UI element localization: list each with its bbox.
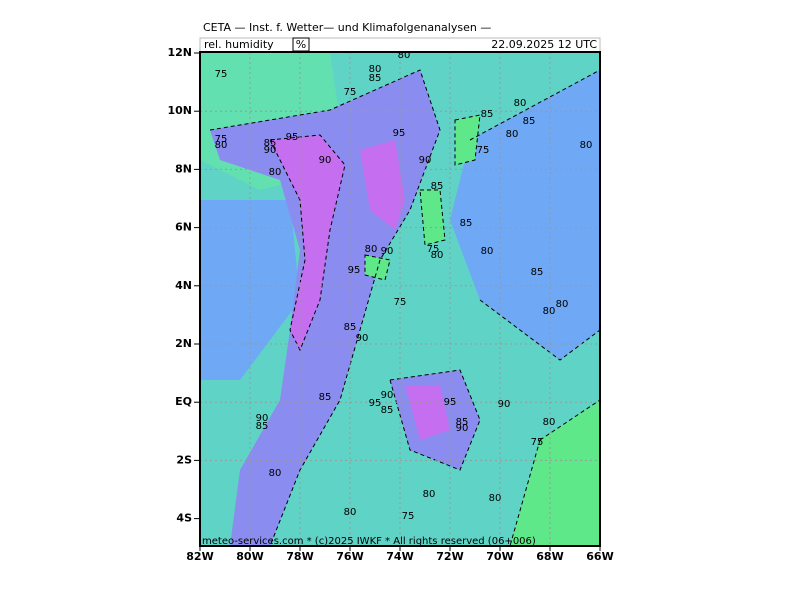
contour-label: 95 [369, 398, 382, 409]
contour-label: 90 [498, 399, 511, 410]
lon-label: 66W [586, 550, 613, 563]
contour-label: 95 [444, 397, 457, 408]
field-area [270, 135, 345, 350]
contour-label: 90 [256, 413, 269, 424]
contour-label: 95 [393, 128, 406, 139]
contour-label: 80 [514, 98, 527, 109]
contour-label: 85 [481, 109, 494, 120]
contour-label: 90 [381, 246, 394, 257]
lat-label: 4N [175, 279, 192, 292]
contour-label: 75 [402, 511, 415, 522]
contour-label: 95 [348, 265, 361, 276]
field-area [450, 70, 600, 360]
contour-label: 95 [286, 132, 299, 143]
field-area [200, 200, 300, 380]
contour-label: 85 [264, 138, 277, 149]
contour-label: 85 [344, 322, 357, 333]
lon-label: 80W [236, 550, 263, 563]
grid: 12N 10N 8N 6N 4N 2N EQ 2S 4S 82W 80W 78W 76W 74W 72W 70… [167, 46, 613, 563]
contour-label: 85 [256, 421, 269, 432]
contour-label: 80 [269, 468, 282, 479]
field-area [420, 190, 445, 245]
lat-label: 6N [175, 221, 192, 234]
lat-label: 4S [176, 512, 192, 525]
lon-label: 78W [286, 550, 313, 563]
contour-label: 85 [369, 73, 382, 84]
contour-label: 85 [531, 267, 544, 278]
field-layer [200, 52, 600, 546]
contour-label: 90 [264, 145, 277, 156]
contour-line [509, 399, 600, 546]
contour-label: 75 [477, 145, 490, 156]
contour-label: 80 [543, 417, 556, 428]
valid-time: 22.09.2025 12 UTC [491, 38, 597, 51]
lon-label: 82W [186, 550, 213, 563]
lon-label: 68W [536, 550, 563, 563]
field-area [455, 115, 480, 165]
contour-line [469, 69, 600, 361]
contour-line [389, 369, 481, 471]
field-area [360, 140, 405, 230]
contour-label: 80 [543, 306, 556, 317]
contour-label: 80 [580, 140, 593, 151]
contour-label: 80 [423, 489, 436, 500]
map-frame [199, 51, 601, 547]
contour-line [209, 69, 441, 546]
lat-label: 8N [175, 162, 192, 175]
contour-label: 75 [215, 69, 228, 80]
contour-label: 85 [381, 405, 394, 416]
lat-label: EQ [175, 395, 192, 408]
contour-label: 75 [427, 244, 440, 255]
lat-label: 2N [175, 337, 192, 350]
contour-line [364, 114, 481, 281]
contour-label: 80 [398, 50, 411, 61]
contour-label: 75 [531, 437, 544, 448]
lon-label: 70W [486, 550, 513, 563]
lon-label: 72W [436, 550, 463, 563]
contour-label: 80 [431, 250, 444, 261]
lat-label: 10N [167, 104, 192, 117]
contour-label: 90 [419, 155, 432, 166]
contour-label: 80 [215, 140, 228, 151]
footer: meteo-services.com * (c)2025 IWKF * All … [202, 536, 536, 547]
contour-label: 85 [456, 417, 469, 428]
contour-label: 80 [489, 493, 502, 504]
contour-label: 80 [506, 129, 519, 140]
contour-label: 85 [319, 392, 332, 403]
contour-label: 80 [481, 246, 494, 257]
field-unit: % [296, 38, 306, 51]
contour-label: 90 [456, 423, 469, 434]
contour-label: 90 [381, 390, 394, 401]
contour-label: 75 [215, 134, 228, 145]
contour-label: 80 [344, 507, 357, 518]
lat-label: 12N [167, 46, 192, 59]
contour-label: 90 [319, 155, 332, 166]
contour-label: 85 [460, 218, 473, 229]
field-area [510, 400, 600, 546]
contour-label: 75 [394, 297, 407, 308]
lon-label: 74W [386, 550, 413, 563]
lat-label: 2S [176, 453, 192, 466]
contour-label: 85 [523, 116, 536, 127]
lon-label: 76W [336, 550, 363, 563]
contour-label: 90 [356, 333, 369, 344]
contour-label: 80 [365, 244, 378, 255]
contour-label: 80 [369, 64, 382, 75]
contour-label: 75 [344, 87, 357, 98]
field-area [405, 385, 450, 440]
contour-label: 80 [556, 299, 569, 310]
field-name: rel. humidity [204, 38, 274, 51]
contour-label: 80 [269, 167, 282, 178]
contour-label: 85 [431, 181, 444, 192]
header-title: CETA — Inst. f. Wetter— und Klimafolgena… [203, 21, 491, 34]
contour-line [269, 134, 346, 352]
